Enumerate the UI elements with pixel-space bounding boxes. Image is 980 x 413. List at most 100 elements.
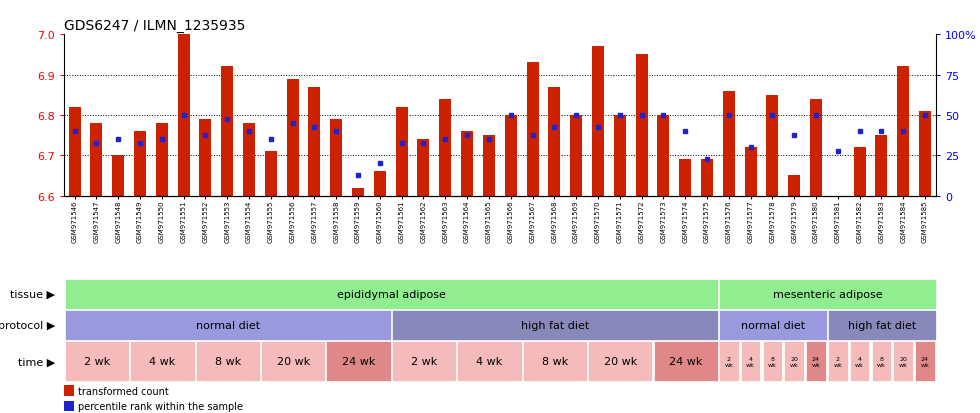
- Text: high fat diet: high fat diet: [520, 320, 589, 330]
- Bar: [745, 148, 757, 196]
- Bar: [396, 108, 408, 196]
- Bar: [64, 385, 74, 396]
- Bar: [723, 92, 735, 196]
- Bar: [894, 342, 913, 381]
- Bar: [898, 67, 909, 196]
- Bar: [326, 342, 391, 381]
- Bar: [177, 35, 189, 196]
- Text: high fat diet: high fat diet: [848, 320, 916, 330]
- Bar: [200, 120, 212, 196]
- Bar: [701, 160, 712, 196]
- Text: 8 wk: 8 wk: [215, 356, 241, 366]
- Bar: [919, 112, 931, 196]
- Bar: [549, 88, 561, 196]
- Bar: [719, 280, 936, 309]
- Text: 4
wk: 4 wk: [856, 356, 864, 367]
- Text: transformed count: transformed count: [77, 386, 169, 396]
- Bar: [483, 136, 495, 196]
- Bar: [654, 342, 717, 381]
- Text: tissue ▶: tissue ▶: [10, 289, 55, 299]
- Bar: [679, 160, 691, 196]
- Text: time ▶: time ▶: [18, 356, 55, 366]
- Bar: [505, 116, 516, 196]
- Bar: [134, 132, 146, 196]
- Bar: [69, 108, 80, 196]
- Bar: [65, 280, 717, 309]
- Bar: [156, 124, 168, 196]
- Bar: [374, 172, 386, 196]
- Bar: [828, 342, 848, 381]
- Bar: [243, 124, 255, 196]
- Bar: [113, 156, 124, 196]
- Text: 2 wk: 2 wk: [411, 356, 437, 366]
- Bar: [592, 47, 604, 196]
- Bar: [287, 79, 299, 196]
- Bar: [854, 148, 865, 196]
- Text: 2 wk: 2 wk: [84, 356, 110, 366]
- Text: 20 wk: 20 wk: [604, 356, 637, 366]
- Text: 24
wk: 24 wk: [811, 356, 820, 367]
- Text: 20 wk: 20 wk: [276, 356, 310, 366]
- Bar: [392, 311, 717, 340]
- Text: 8
wk: 8 wk: [768, 356, 777, 367]
- Bar: [719, 342, 739, 381]
- Text: 4
wk: 4 wk: [746, 356, 755, 367]
- Text: 2
wk: 2 wk: [724, 356, 733, 367]
- Text: epididymal adipose: epididymal adipose: [337, 289, 446, 299]
- Bar: [810, 100, 822, 196]
- Bar: [458, 342, 521, 381]
- Text: 24 wk: 24 wk: [669, 356, 703, 366]
- Bar: [766, 95, 778, 196]
- Text: 20
wk: 20 wk: [790, 356, 799, 367]
- Text: 2
wk: 2 wk: [833, 356, 842, 367]
- Bar: [807, 342, 826, 381]
- Text: protocol ▶: protocol ▶: [0, 320, 55, 330]
- Bar: [871, 342, 891, 381]
- Bar: [90, 124, 102, 196]
- Bar: [636, 55, 648, 196]
- Text: percentile rank within the sample: percentile rank within the sample: [77, 401, 243, 411]
- Bar: [352, 188, 364, 196]
- Bar: [526, 63, 538, 196]
- Text: 8
wk: 8 wk: [877, 356, 886, 367]
- Bar: [915, 342, 935, 381]
- Bar: [392, 342, 457, 381]
- Text: normal diet: normal diet: [196, 320, 260, 330]
- Bar: [522, 342, 587, 381]
- Text: GDS6247 / ILMN_1235935: GDS6247 / ILMN_1235935: [64, 19, 245, 33]
- Bar: [265, 152, 276, 196]
- Bar: [65, 342, 129, 381]
- Bar: [196, 342, 260, 381]
- Bar: [719, 311, 827, 340]
- Bar: [261, 342, 325, 381]
- Text: 20
wk: 20 wk: [899, 356, 907, 367]
- Bar: [658, 116, 669, 196]
- Bar: [330, 120, 342, 196]
- Bar: [613, 116, 625, 196]
- Text: 4 wk: 4 wk: [149, 356, 175, 366]
- Bar: [875, 136, 887, 196]
- Text: 4 wk: 4 wk: [476, 356, 503, 366]
- Bar: [64, 401, 74, 411]
- Bar: [417, 140, 429, 196]
- Bar: [221, 67, 233, 196]
- Bar: [762, 342, 782, 381]
- Text: 24
wk: 24 wk: [920, 356, 929, 367]
- Bar: [828, 311, 936, 340]
- Bar: [741, 342, 760, 381]
- Bar: [130, 342, 194, 381]
- Bar: [832, 196, 844, 240]
- Bar: [850, 342, 869, 381]
- Bar: [309, 88, 320, 196]
- Bar: [462, 132, 473, 196]
- Bar: [570, 116, 582, 196]
- Text: normal diet: normal diet: [741, 320, 805, 330]
- Text: 24 wk: 24 wk: [342, 356, 375, 366]
- Bar: [788, 176, 800, 196]
- Bar: [65, 311, 391, 340]
- Bar: [588, 342, 653, 381]
- Bar: [784, 342, 804, 381]
- Bar: [439, 100, 451, 196]
- Text: mesenteric adipose: mesenteric adipose: [772, 289, 882, 299]
- Text: 8 wk: 8 wk: [542, 356, 568, 366]
